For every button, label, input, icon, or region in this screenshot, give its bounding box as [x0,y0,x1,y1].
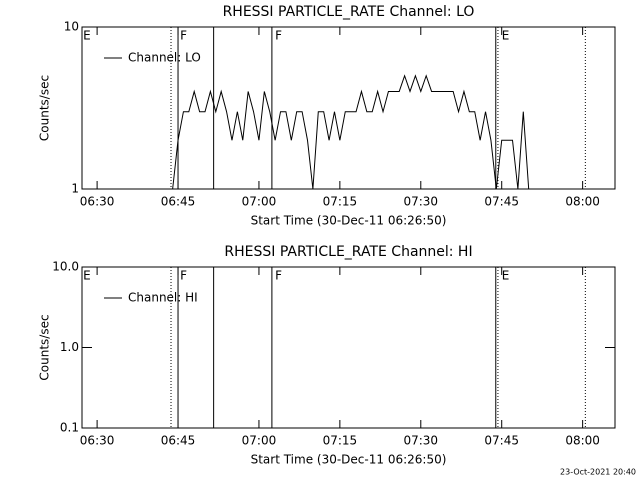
legend-label: Channel: LO [128,51,201,65]
event-label: F [180,29,187,43]
event-label: F [275,269,282,283]
y-tick-label: 1 [71,182,79,196]
x-axis-label: Start Time (30-Dec-11 06:26:50) [251,214,447,228]
x-tick-label: 07:15 [323,195,358,209]
y-axis-label: Counts/sec [38,75,52,141]
event-label: E [502,29,510,43]
x-tick-label: 07:00 [242,434,277,448]
event-label: E [83,29,91,43]
data-line [172,74,530,190]
legend-label: Channel: HI [128,291,198,305]
footer: 23-Oct-2021 20:40 [560,468,636,477]
x-tick-label: 07:30 [403,434,438,448]
x-tick-label: 07:15 [323,434,358,448]
y-tick-label: 1.0 [60,340,79,354]
x-tick-label: 07:30 [403,195,438,209]
y-axis-label: Counts/sec [38,314,52,380]
chart-title: RHESSI PARTICLE_RATE Channel: HI [224,244,472,260]
x-tick-label: 08:00 [565,434,600,448]
event-label: E [502,269,510,283]
chart-title: RHESSI PARTICLE_RATE Channel: LO [223,4,475,20]
x-tick-label: 07:45 [484,195,519,209]
x-axis-label: Start Time (30-Dec-11 06:26:50) [251,453,447,467]
plot-frame [81,26,616,190]
x-tick-label: 06:45 [161,195,196,209]
x-tick-label: 07:45 [484,434,519,448]
x-tick-label: 08:00 [565,195,600,209]
y-tick-label: 0.1 [60,421,79,435]
x-tick-label: 06:30 [80,434,115,448]
x-tick-label: 07:00 [242,195,277,209]
event-label: F [275,29,282,43]
y-tick-label: 10.0 [52,260,79,274]
event-label: F [180,269,187,283]
x-tick-label: 06:30 [80,195,115,209]
x-tick-label: 06:45 [161,434,196,448]
y-tick-label: 10 [64,20,79,34]
event-label: E [83,269,91,283]
